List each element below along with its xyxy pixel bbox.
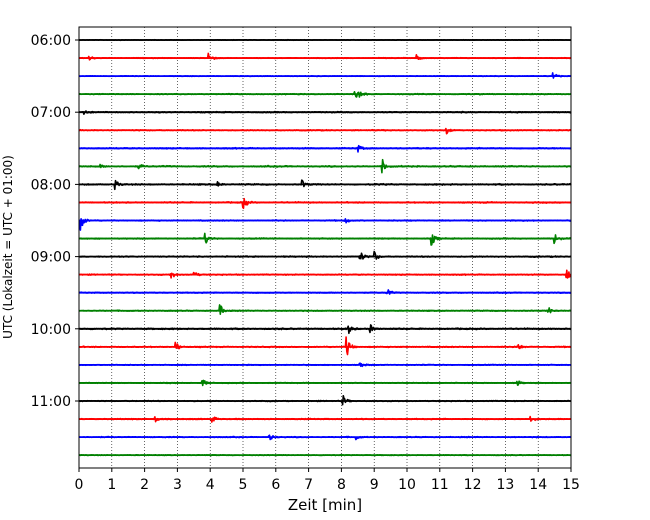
plot-frame [78,26,572,469]
x-tick-label: 3 [173,477,182,493]
x-tick-label: 10 [398,477,416,493]
x-tick-label: 13 [496,477,514,493]
x-tick-label: 14 [529,477,547,493]
x-axis-label: Zeit [min] [288,496,362,514]
x-tick-label: 5 [239,477,248,493]
y-tick-label: 08:00 [31,177,71,193]
x-tick-label: 11 [431,477,449,493]
x-tick-label: 4 [206,477,215,493]
y-tick-label: 06:00 [31,33,71,49]
trace-0945 [78,304,572,315]
y-tick-label: 09:00 [31,250,71,266]
trace-0815 [78,197,572,210]
x-tick-label: 1 [107,477,116,493]
y-axis-label: UTC (Lokalzeit = UTC + 01:00) [1,155,15,339]
x-tick-label: 12 [464,477,482,493]
y-tick-label: 10:00 [31,322,71,338]
x-tick-label: 9 [370,477,379,493]
axis-ticks: 0 1 2 3 4 5 6 7 8 9 10 11 12 13 14 1506:0007:0008:0009:… [31,33,580,493]
x-tick-label: 2 [140,477,149,493]
trace-0900 [78,250,572,260]
x-tick-label: 6 [271,477,280,493]
x-tick-label: 7 [304,477,313,493]
x-tick-label: 15 [562,477,580,493]
y-tick-label: 11:00 [31,394,71,410]
x-tick-label: 8 [337,477,346,493]
trace-1015 [78,336,572,356]
y-tick-label: 07:00 [31,105,71,121]
x-tick-label: 0 [75,477,84,493]
traces [78,38,572,457]
